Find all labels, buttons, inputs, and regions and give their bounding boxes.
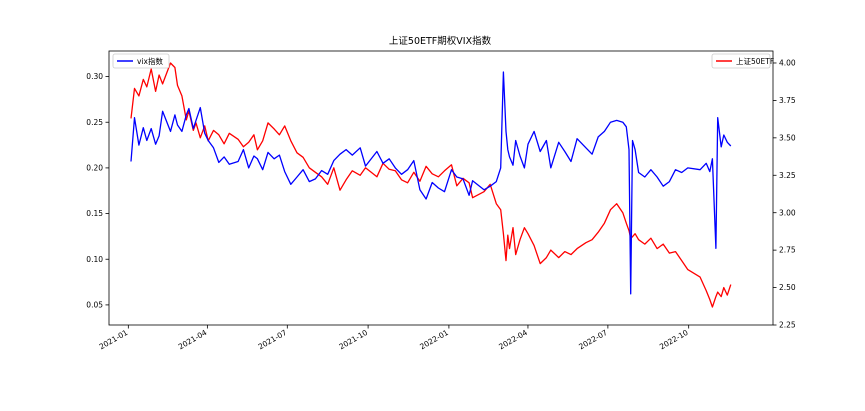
- x-tick-label: 2021-04: [177, 328, 209, 352]
- chart-title: 上证50ETF期权VIX指数: [389, 35, 492, 47]
- legend-left-box: [112, 53, 170, 69]
- y-left-tick-label: 0.10: [86, 255, 103, 264]
- y-right-tick-label: 3.00: [779, 208, 796, 217]
- y-left-tick-label: 0.05: [86, 301, 103, 310]
- y-left-tick-label: 0.25: [86, 118, 103, 127]
- x-axis: 2021-01 2021-04 2021-07 2021-10 2022-01 2022-…: [98, 325, 690, 351]
- y-right-tick-label: 2.50: [779, 283, 796, 292]
- x-tick-label: 2022-04: [497, 328, 529, 352]
- plot-area-frame: [108, 50, 774, 326]
- legend-right-label: 上证50ETF: [736, 57, 774, 66]
- x-tick-label: 2021-01: [98, 328, 130, 352]
- legend-left-label: vix指数: [137, 56, 163, 66]
- etf-price-line: [130, 62, 732, 308]
- y-right-tick-label: 3.75: [779, 96, 796, 105]
- series-layer: [130, 62, 732, 308]
- y-right-tick-label: 3.25: [779, 171, 796, 180]
- legend-right: 上证50ETF: [711, 53, 774, 69]
- x-tick-label: 2022-07: [577, 328, 609, 352]
- y-right-tick-label: 4.00: [779, 59, 796, 68]
- y-left-tick-label: 0.30: [86, 72, 103, 81]
- y-right-tick-label: 2.75: [779, 246, 796, 255]
- y-right-tick-label: 2.25: [779, 321, 796, 330]
- x-tick-label: 2022-10: [658, 328, 690, 352]
- y-axis-left: 0.05 0.10 0.15 0.20 0.25 0.30: [86, 72, 109, 310]
- y-left-tick-label: 0.20: [86, 164, 103, 173]
- y-left-tick-label: 0.15: [86, 209, 103, 218]
- y-right-tick-label: 3.50: [779, 133, 796, 142]
- y-axis-right: 2.25 2.50 2.75 3.00 3.25 3.50 3.75 4.00: [773, 59, 796, 330]
- vix-index-line: [130, 71, 732, 295]
- x-tick-label: 2021-10: [337, 328, 369, 352]
- legend-left: vix指数: [112, 53, 170, 69]
- x-tick-label: 2022-01: [418, 328, 450, 352]
- legend-right-box: [711, 53, 771, 69]
- x-tick-label: 2021-07: [257, 328, 289, 352]
